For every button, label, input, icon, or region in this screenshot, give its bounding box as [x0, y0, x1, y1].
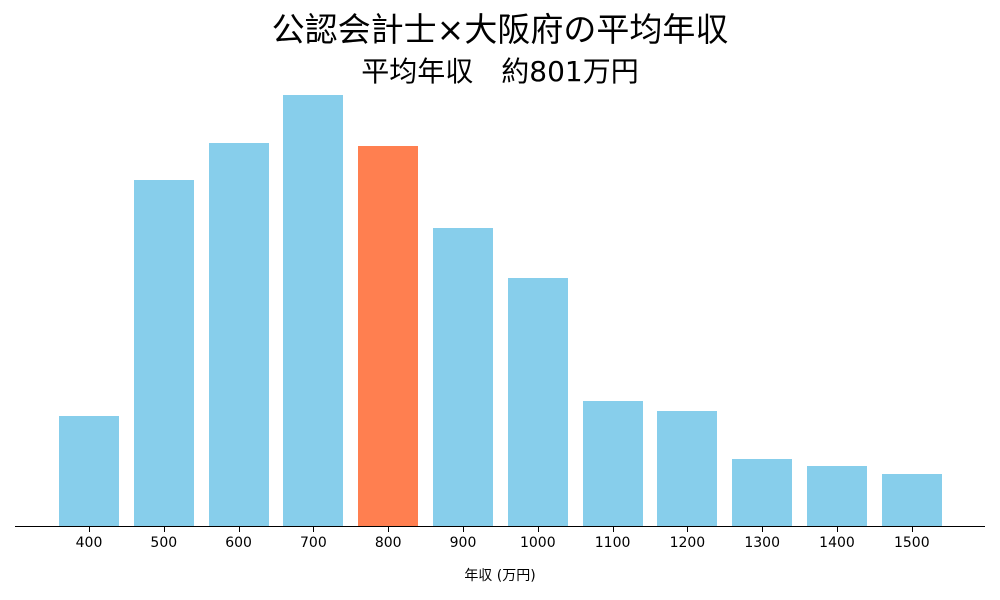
x-tick: [837, 527, 838, 532]
bar-1400: [807, 466, 867, 526]
bar-1100: [582, 401, 643, 526]
bar-1500: [881, 474, 942, 526]
bar-1000: [507, 278, 568, 526]
x-tick: [238, 527, 240, 532]
x-tick-label: 1300: [744, 535, 780, 551]
bar-400: [59, 416, 119, 526]
bar-800: [358, 146, 419, 526]
x-tick-label: 500: [150, 535, 178, 551]
x-tick: [612, 527, 614, 532]
x-tick: [463, 527, 464, 532]
chart-title: 公認会計士×大阪府の平均年収: [271, 10, 729, 49]
x-tick: [388, 527, 390, 532]
chart-subtitle: 平均年収 約801万円: [361, 55, 639, 88]
x-tick: [687, 527, 689, 532]
x-tick-label: 800: [374, 535, 402, 551]
x-axis-line: [15, 526, 985, 527]
bar-900: [433, 228, 493, 526]
x-tick: [89, 527, 90, 532]
x-tick: [911, 527, 913, 532]
x-tick-label: 900: [449, 535, 477, 551]
x-tick-label: 1500: [893, 535, 930, 551]
x-tick-label: 1200: [669, 535, 706, 551]
x-tick: [313, 527, 315, 532]
x-tick-label: 400: [75, 535, 103, 551]
x-tick-label: 1000: [519, 535, 556, 551]
x-tick-label: 700: [300, 535, 327, 551]
x-tick-label: 1100: [594, 535, 631, 551]
x-tick: [537, 527, 539, 532]
bar-1300: [732, 459, 793, 526]
x-tick: [163, 527, 165, 532]
x-tick-label: 600: [225, 535, 252, 551]
bar-500: [133, 180, 194, 526]
x-tick-label: 1400: [819, 535, 855, 551]
bar-1200: [657, 411, 718, 526]
bar-600: [208, 143, 269, 526]
x-axis-label: 年収 (万円): [464, 568, 536, 584]
x-tick: [762, 527, 764, 532]
bar-700: [283, 95, 344, 526]
